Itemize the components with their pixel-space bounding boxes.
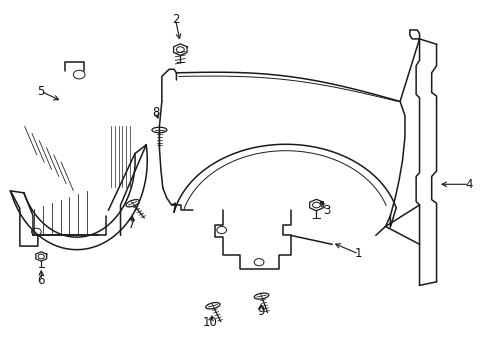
Text: 4: 4 (465, 178, 472, 191)
Text: 2: 2 (171, 13, 179, 26)
Text: 3: 3 (323, 204, 330, 217)
Text: 5: 5 (38, 85, 45, 98)
Text: 8: 8 (152, 106, 160, 120)
Text: 7: 7 (128, 218, 135, 231)
Text: 9: 9 (256, 305, 264, 318)
Text: 10: 10 (203, 316, 218, 329)
Text: 6: 6 (38, 274, 45, 287)
Text: 1: 1 (354, 247, 362, 260)
